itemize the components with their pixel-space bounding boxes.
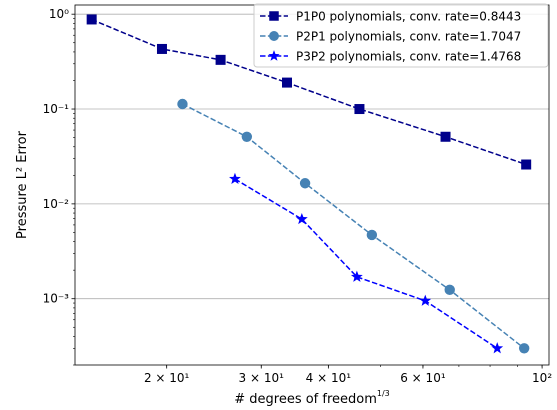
series-layer: [86, 14, 532, 354]
data-point: [521, 159, 532, 170]
data-point: [354, 104, 365, 115]
ticks-layer: 10⁰ 10⁻¹ 10⁻² 10⁻³ 2 × 10¹ 3 × 10¹ 4 × 10¹ 6 × …: [43, 7, 553, 385]
series-square: [86, 14, 532, 170]
y-tick-label: 10⁻¹: [43, 102, 70, 116]
legend-box: [253, 3, 549, 68]
legend-item: P2P1 polynomials, conv. rate=1.7047: [260, 30, 521, 44]
legend-label: P2P1 polynomials, conv. rate=1.7047: [296, 30, 521, 44]
x-tick-label: 3 × 10¹: [239, 371, 285, 385]
data-point: [295, 212, 308, 225]
series-star: [229, 172, 504, 354]
y-axis-label: Pressure L² Error: [15, 130, 30, 239]
x-tick-label: 4 × 10¹: [306, 371, 352, 385]
data-point: [444, 284, 455, 296]
data-point: [350, 270, 363, 282]
legend-marker: [268, 50, 280, 61]
data-point: [241, 131, 253, 142]
legend-item: P3P2 polynomials, conv. rate=1.4768: [260, 50, 521, 64]
y-tick-label: 10⁻³: [43, 292, 70, 306]
data-point: [491, 342, 504, 354]
legend-label: P3P2 polynomials, conv. rate=1.4768: [296, 50, 521, 64]
x-tick-label: 10²: [532, 371, 552, 385]
legend-label: P1P0 polynomials, conv. rate=0.8443: [296, 10, 521, 24]
data-point: [419, 294, 432, 306]
data-point: [518, 343, 530, 354]
series-circle: [177, 98, 530, 354]
series-line: [234, 178, 498, 349]
data-point: [229, 172, 241, 184]
x-tick-label: 2 × 10¹: [144, 371, 190, 385]
data-point: [215, 54, 226, 65]
legend-marker: [269, 11, 279, 21]
data-point: [156, 43, 167, 54]
data-point: [177, 98, 188, 110]
legend: P1P0 polynomials, conv. rate=0.8443 P2P1 …: [253, 3, 549, 68]
y-tick-label: 10⁰: [49, 7, 69, 21]
legend-item: P1P0 polynomials, conv. rate=0.8443: [260, 10, 521, 24]
legend-marker: [269, 31, 279, 41]
series-line: [182, 103, 525, 349]
data-point: [366, 229, 378, 241]
x-axis-label-text: # degrees of freedom: [234, 392, 377, 407]
x-axis-label: # degrees of freedom1/3: [234, 389, 390, 407]
x-axis-label-exponent: 1/3: [377, 389, 390, 398]
y-tick-label: 10⁻²: [43, 197, 70, 211]
data-point: [282, 77, 293, 88]
data-point: [440, 131, 451, 142]
data-point: [299, 178, 311, 189]
x-tick-label: 6 × 10¹: [400, 371, 446, 385]
data-point: [86, 14, 97, 25]
